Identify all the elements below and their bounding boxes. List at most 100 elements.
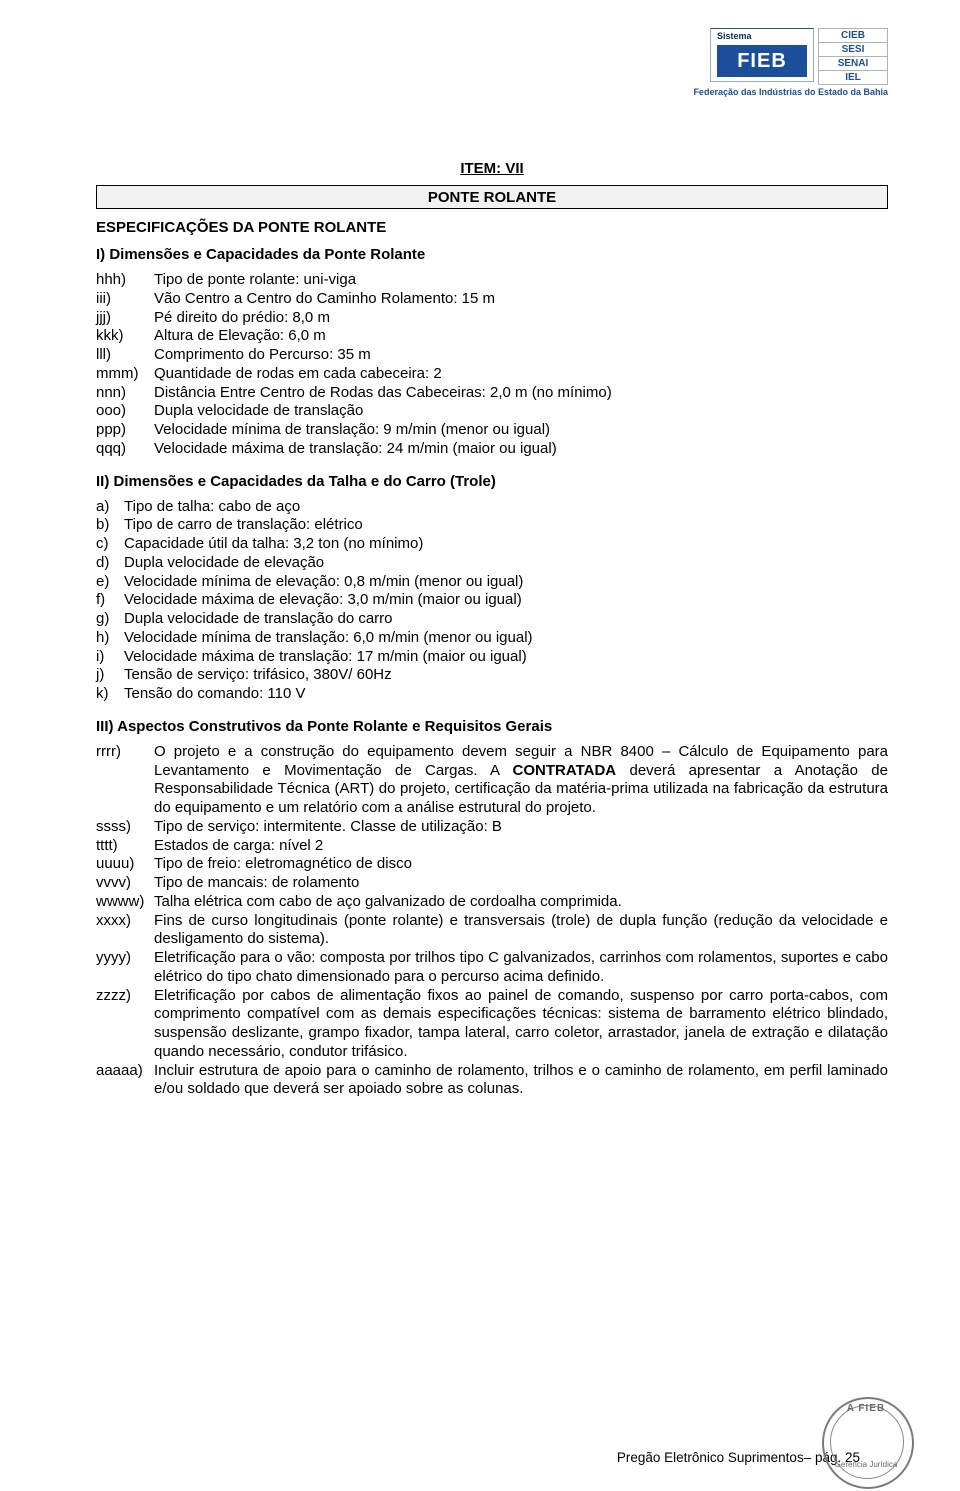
spec2-text: Velocidade máxima de translação: 17 m/mi… [124, 648, 888, 667]
logo-sistema-label: Sistema [717, 31, 752, 41]
spec1-text: Pé direito do prédio: 8,0 m [154, 309, 888, 328]
spec1-label: nnn) [96, 384, 154, 403]
spec3-text-bold: CONTRATADA [513, 762, 617, 779]
spec2-label: g) [96, 610, 124, 629]
spec2-text: Capacidade útil da talha: 3,2 ton (no mí… [124, 535, 888, 554]
spec1-row: qqq)Velocidade máxima de translação: 24 … [96, 440, 888, 459]
spec1-label: mmm) [96, 365, 154, 384]
spec1-text: Velocidade máxima de translação: 24 m/mi… [154, 440, 888, 459]
spec1-text: Distância Entre Centro de Rodas das Cabe… [154, 384, 888, 403]
spec3-row: aaaaa)Incluir estrutura de apoio para o … [96, 1062, 888, 1100]
page: Sistema FIEB CIEB SESI SENAI IEL Federaç… [0, 0, 960, 1491]
spec3-label: rrrr) [96, 743, 154, 818]
sec1-subtitle: I) Dimensões e Capacidades da Ponte Rola… [96, 246, 888, 263]
spec1-row: hhh)Tipo de ponte rolante: uni-viga [96, 271, 888, 290]
spec1-row: nnn)Distância Entre Centro de Rodas das … [96, 384, 888, 403]
spec3-text: O projeto e a construção do equipamento … [154, 743, 888, 818]
spec3-row: uuuu)Tipo de freio: eletromagnético de d… [96, 855, 888, 874]
spec1-text: Velocidade mínima de translação: 9 m/min… [154, 421, 888, 440]
spec2-text: Tensão do comando: 110 V [124, 685, 888, 704]
spec2-row: e)Velocidade mínima de elevação: 0,8 m/m… [96, 573, 888, 592]
section-header-box: PONTE ROLANTE [96, 185, 888, 209]
spec2-row: f)Velocidade máxima de elevação: 3,0 m/m… [96, 591, 888, 610]
spec2-row: i)Velocidade máxima de translação: 17 m/… [96, 648, 888, 667]
spec2-label: a) [96, 498, 124, 517]
spec3-row: zzzz)Eletrificação por cabos de alimenta… [96, 987, 888, 1062]
spec3-row: xxxx)Fins de curso longitudinais (ponte … [96, 912, 888, 950]
spec1-text: Altura de Elevação: 6,0 m [154, 327, 888, 346]
spec3-text: Talha elétrica com cabo de aço galvaniza… [154, 893, 888, 912]
spec2-row: c)Capacidade útil da talha: 3,2 ton (no … [96, 535, 888, 554]
spec1-label: qqq) [96, 440, 154, 459]
spec1-text: Comprimento do Percurso: 35 m [154, 346, 888, 365]
spec2-row: d)Dupla velocidade de elevação [96, 554, 888, 573]
spec1-label: hhh) [96, 271, 154, 290]
spec1-label: jjj) [96, 309, 154, 328]
logo-row: Sistema FIEB CIEB SESI SENAI IEL [588, 28, 888, 85]
spec2-text: Dupla velocidade de elevação [124, 554, 888, 573]
spec2-label: j) [96, 666, 124, 685]
spec1-text: Dupla velocidade de translação [154, 402, 888, 421]
spec3-list: rrrr)O projeto e a construção do equipam… [96, 743, 888, 1099]
spec2-label: f) [96, 591, 124, 610]
spec3-text: Incluir estrutura de apoio para o caminh… [154, 1062, 888, 1100]
spec2-label: e) [96, 573, 124, 592]
logo-stack-iel: IEL [818, 70, 888, 85]
spec1-label: lll) [96, 346, 154, 365]
spec1-label: ppp) [96, 421, 154, 440]
spec3-label: aaaaa) [96, 1062, 154, 1100]
spec3-row: wwww)Talha elétrica com cabo de aço galv… [96, 893, 888, 912]
spec2-list: a)Tipo de talha: cabo de açob)Tipo de ca… [96, 498, 888, 704]
spec1-row: kkk)Altura de Elevação: 6,0 m [96, 327, 888, 346]
spec3-row: vvvv)Tipo de mancais: de rolamento [96, 874, 888, 893]
spec2-label: i) [96, 648, 124, 667]
spec3-text: Eletrificação por cabos de alimentação f… [154, 987, 888, 1062]
spec2-text: Tipo de talha: cabo de aço [124, 498, 888, 517]
logo-stack-cieb: CIEB [818, 28, 888, 42]
stamp-top-text: A FIEB [822, 1403, 910, 1414]
item-title: ITEM: VII [96, 160, 888, 177]
spec2-row: k)Tensão do comando: 110 V [96, 685, 888, 704]
spec2-row: a)Tipo de talha: cabo de aço [96, 498, 888, 517]
spec2-text: Velocidade mínima de elevação: 0,8 m/min… [124, 573, 888, 592]
spec3-row: ssss)Tipo de serviço: intermitente. Clas… [96, 818, 888, 837]
spec3-label: zzzz) [96, 987, 154, 1062]
spec2-label: k) [96, 685, 124, 704]
stamp: A FIEB Gerência Jurídica [822, 1397, 910, 1485]
header-logo: Sistema FIEB CIEB SESI SENAI IEL Federaç… [588, 28, 888, 97]
spec1-text: Tipo de ponte rolante: uni-viga [154, 271, 888, 290]
spec1-label: kkk) [96, 327, 154, 346]
spec3-row: yyyy)Eletrificação para o vão: composta … [96, 949, 888, 987]
logo-fieb-label: FIEB [717, 45, 807, 77]
spec3-label: yyyy) [96, 949, 154, 987]
sec2-title: II) Dimensões e Capacidades da Talha e d… [96, 473, 888, 490]
spec1-text: Quantidade de rodas em cada cabeceira: 2 [154, 365, 888, 384]
stamp-bottom-text: Gerência Jurídica [822, 1460, 910, 1469]
spec3-row: tttt)Estados de carga: nível 2 [96, 837, 888, 856]
spec1-row: iii)Vão Centro a Centro do Caminho Rolam… [96, 290, 888, 309]
spec2-text: Tipo de carro de translação: elétrico [124, 516, 888, 535]
spec1-list: hhh)Tipo de ponte rolante: uni-vigaiii)V… [96, 271, 888, 459]
spec2-text: Dupla velocidade de translação do carro [124, 610, 888, 629]
sec3-title: III) Aspectos Construtivos da Ponte Rola… [96, 718, 888, 735]
section-header-label: PONTE ROLANTE [428, 189, 556, 206]
spec1-label: ooo) [96, 402, 154, 421]
spec2-text: Velocidade mínima de translação: 6,0 m/m… [124, 629, 888, 648]
spec1-row: lll)Comprimento do Percurso: 35 m [96, 346, 888, 365]
spec3-label: wwww) [96, 893, 154, 912]
spec2-label: d) [96, 554, 124, 573]
spec2-label: b) [96, 516, 124, 535]
spec2-label: c) [96, 535, 124, 554]
spec1-row: jjj)Pé direito do prédio: 8,0 m [96, 309, 888, 328]
spec-title: ESPECIFICAÇÕES DA PONTE ROLANTE [96, 219, 888, 236]
spec3-text: Tipo de serviço: intermitente. Classe de… [154, 818, 888, 837]
spec3-text: Tipo de mancais: de rolamento [154, 874, 888, 893]
spec3-label: tttt) [96, 837, 154, 856]
spec2-text: Tensão de serviço: trifásico, 380V/ 60Hz [124, 666, 888, 685]
logo-stack-senai: SENAI [818, 56, 888, 70]
logo-stack: CIEB SESI SENAI IEL [818, 28, 888, 85]
spec1-label: iii) [96, 290, 154, 309]
spec3-text: Estados de carga: nível 2 [154, 837, 888, 856]
spec2-row: b)Tipo de carro de translação: elétrico [96, 516, 888, 535]
spec2-label: h) [96, 629, 124, 648]
